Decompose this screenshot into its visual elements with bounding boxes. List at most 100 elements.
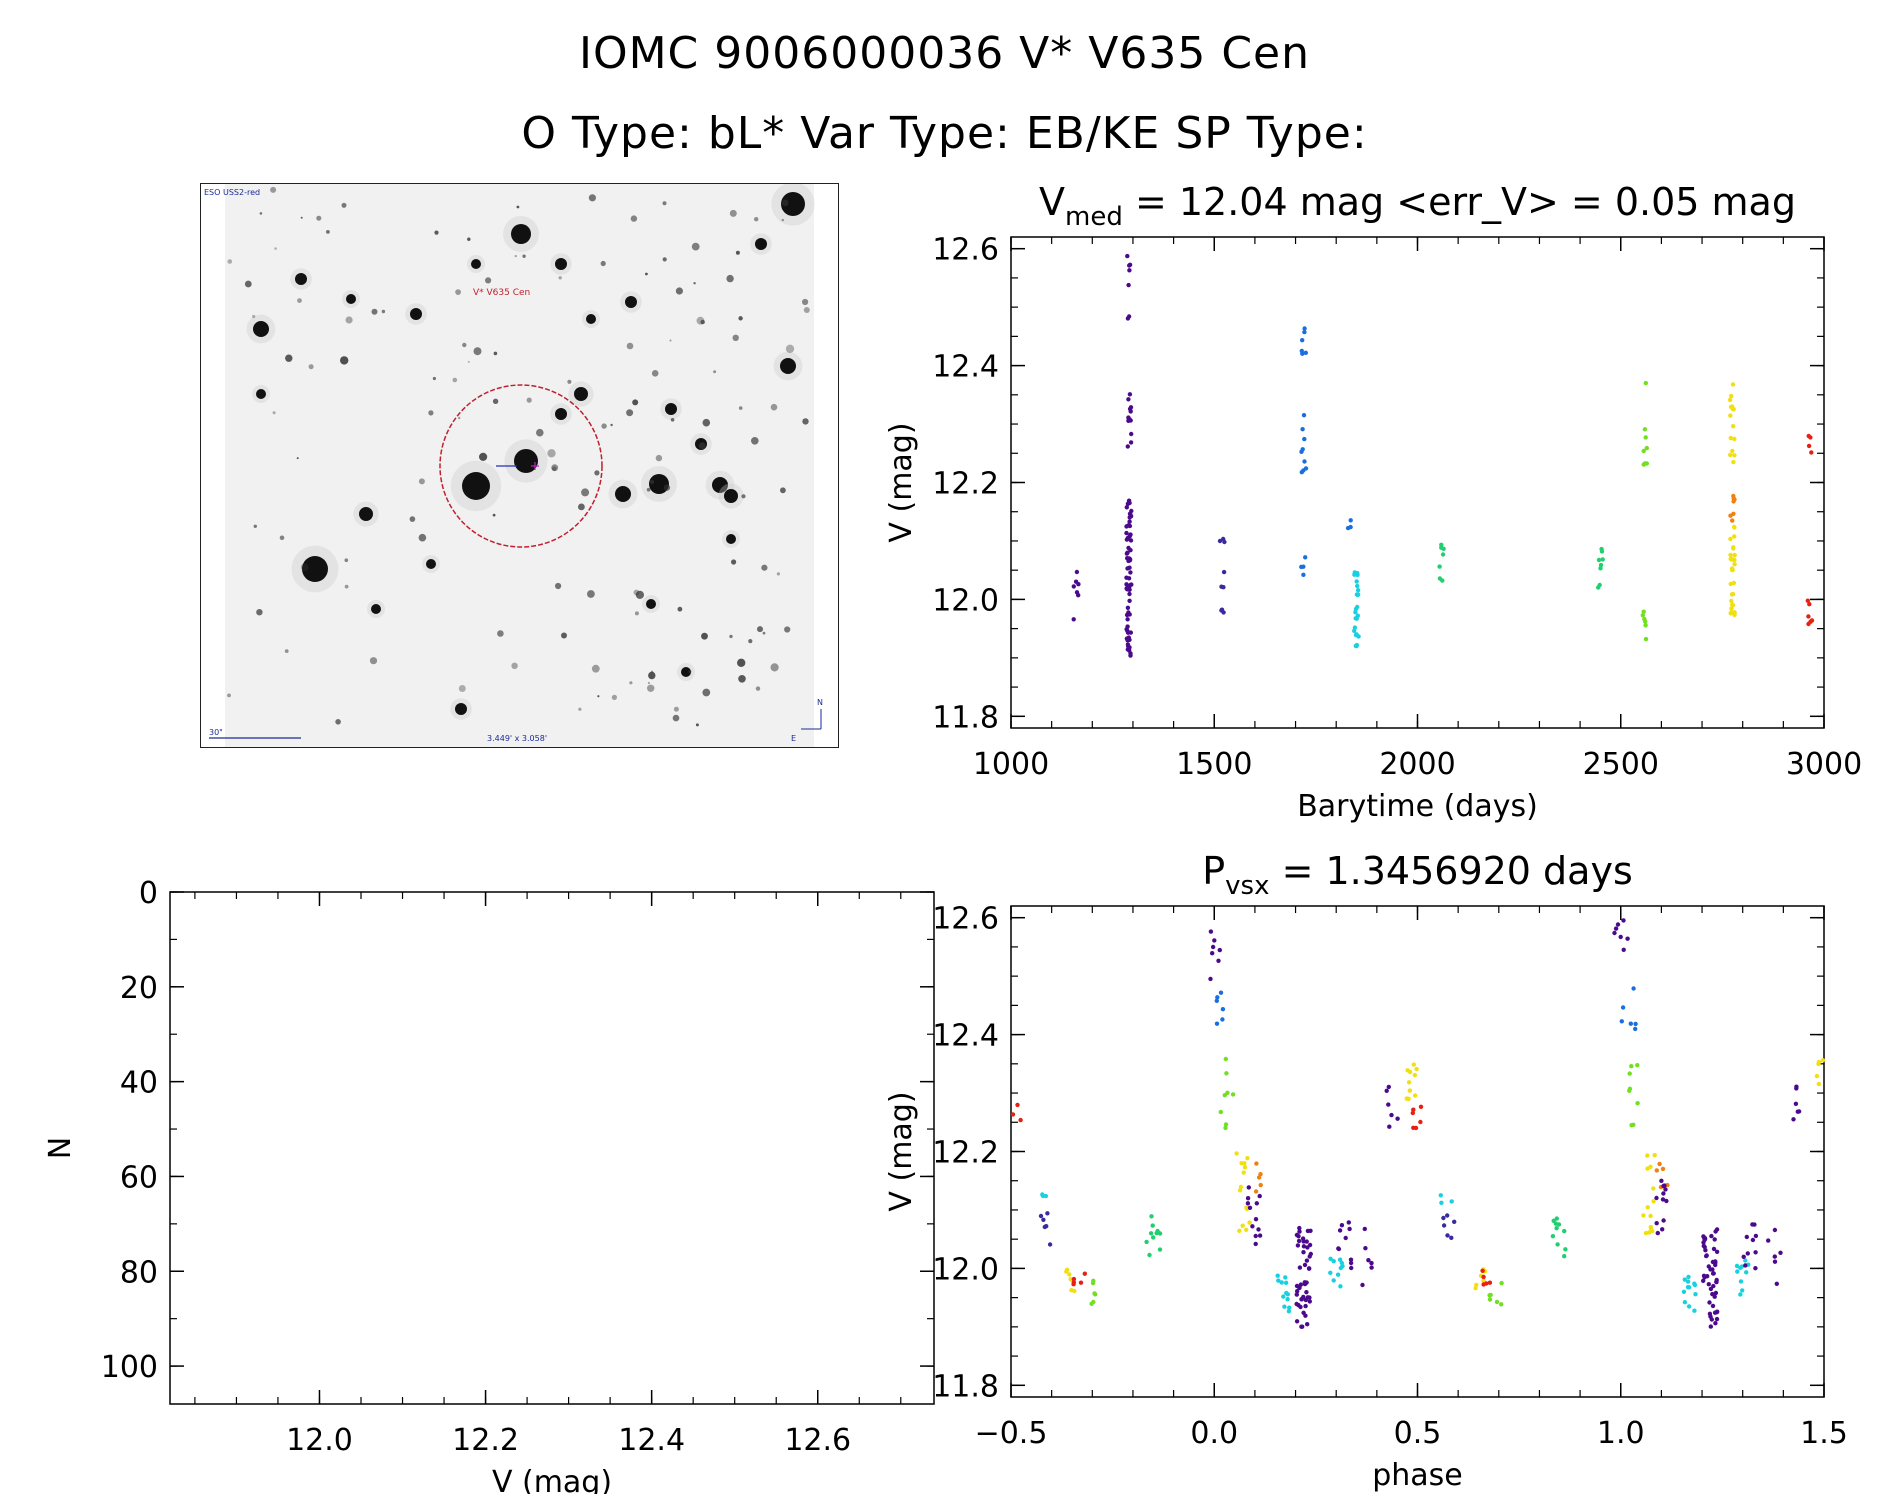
data-point xyxy=(1440,552,1446,557)
data-point xyxy=(1214,998,1220,1003)
data-point xyxy=(1124,530,1129,536)
data-point xyxy=(1221,569,1227,575)
data-point xyxy=(1125,605,1131,610)
data-point xyxy=(1615,922,1621,927)
star xyxy=(588,194,596,202)
data-point xyxy=(1254,1201,1260,1206)
finder-right-margin xyxy=(814,184,838,747)
data-point xyxy=(1643,435,1648,440)
data-point xyxy=(1127,591,1132,597)
data-point xyxy=(1353,606,1359,612)
star xyxy=(316,215,322,221)
data-point xyxy=(1303,350,1309,355)
data-point xyxy=(1074,590,1080,595)
data-point xyxy=(1275,1273,1280,1278)
data-point xyxy=(1791,1117,1796,1122)
data-point xyxy=(1126,646,1132,651)
data-point xyxy=(1731,424,1736,429)
data-point xyxy=(1302,1262,1308,1268)
star xyxy=(244,280,252,288)
y-tick-label: 12.4 xyxy=(932,1019,999,1054)
star xyxy=(748,639,753,644)
data-point xyxy=(1743,1263,1748,1268)
data-point xyxy=(1126,498,1132,503)
data-point xyxy=(1071,1276,1077,1282)
star xyxy=(302,556,328,582)
data-point xyxy=(1128,548,1133,553)
star xyxy=(732,334,739,341)
data-point xyxy=(1732,453,1737,458)
star xyxy=(458,685,466,692)
data-point xyxy=(1794,1084,1799,1089)
scale-label: 30" xyxy=(209,728,223,737)
data-point xyxy=(1413,1093,1418,1098)
data-point xyxy=(1641,1213,1646,1218)
data-point xyxy=(1807,602,1812,607)
data-point xyxy=(1712,1237,1717,1242)
star xyxy=(713,370,717,374)
data-point xyxy=(1041,1217,1046,1223)
star xyxy=(497,630,504,637)
data-point xyxy=(1439,1200,1444,1206)
star xyxy=(344,584,349,589)
data-point xyxy=(1481,1274,1486,1280)
star xyxy=(493,351,498,356)
data-point xyxy=(1731,511,1736,516)
data-point xyxy=(1659,1178,1664,1184)
data-point xyxy=(1223,1056,1229,1062)
data-point xyxy=(1301,572,1306,577)
y-tick-label: 12.2 xyxy=(932,467,999,502)
data-point xyxy=(1643,623,1648,628)
star xyxy=(369,657,378,665)
data-point xyxy=(1652,1153,1657,1158)
star xyxy=(601,423,607,429)
data-point xyxy=(1301,564,1306,569)
data-point xyxy=(1308,1228,1313,1234)
data-point xyxy=(1713,1321,1718,1326)
data-point xyxy=(1304,1258,1310,1263)
data-point xyxy=(1728,552,1733,558)
data-point xyxy=(1222,1093,1228,1098)
star xyxy=(296,457,299,460)
data-point xyxy=(1283,1275,1288,1280)
data-point xyxy=(1642,427,1648,432)
star xyxy=(511,224,531,244)
data-point xyxy=(1151,1235,1156,1240)
data-point xyxy=(1643,380,1649,386)
star xyxy=(300,216,303,219)
data-point xyxy=(1210,944,1216,950)
data-point xyxy=(1276,1278,1281,1283)
data-point xyxy=(1633,1026,1638,1032)
data-point xyxy=(1753,1250,1758,1255)
data-point xyxy=(1300,1236,1306,1241)
data-point xyxy=(1729,592,1735,597)
survey-label: ESO USS2-red xyxy=(204,188,260,197)
star xyxy=(485,277,492,284)
x-axis-label: phase xyxy=(1372,1458,1463,1493)
star xyxy=(558,276,562,280)
data-point xyxy=(1015,1102,1020,1108)
y-axis-label: V (mag) xyxy=(884,422,919,542)
data-point xyxy=(1406,1080,1412,1085)
data-point xyxy=(1128,440,1134,445)
y-tick-label: 11.8 xyxy=(932,700,999,735)
data-point xyxy=(1682,1277,1688,1282)
star xyxy=(514,449,538,473)
star xyxy=(516,205,520,209)
star xyxy=(594,470,600,476)
data-point xyxy=(1127,565,1132,570)
data-point xyxy=(1692,1282,1698,1288)
star xyxy=(492,398,499,404)
data-point xyxy=(1713,1290,1719,1296)
data-point xyxy=(1336,1246,1341,1251)
data-point xyxy=(1305,1245,1310,1250)
data-point xyxy=(1337,1257,1343,1262)
data-point xyxy=(1806,443,1812,449)
data-point xyxy=(1554,1226,1559,1231)
data-point xyxy=(1354,616,1359,621)
data-point xyxy=(1128,405,1134,410)
star xyxy=(274,247,277,250)
data-point xyxy=(1222,539,1227,545)
data-point xyxy=(1651,1186,1656,1191)
star xyxy=(803,307,810,313)
